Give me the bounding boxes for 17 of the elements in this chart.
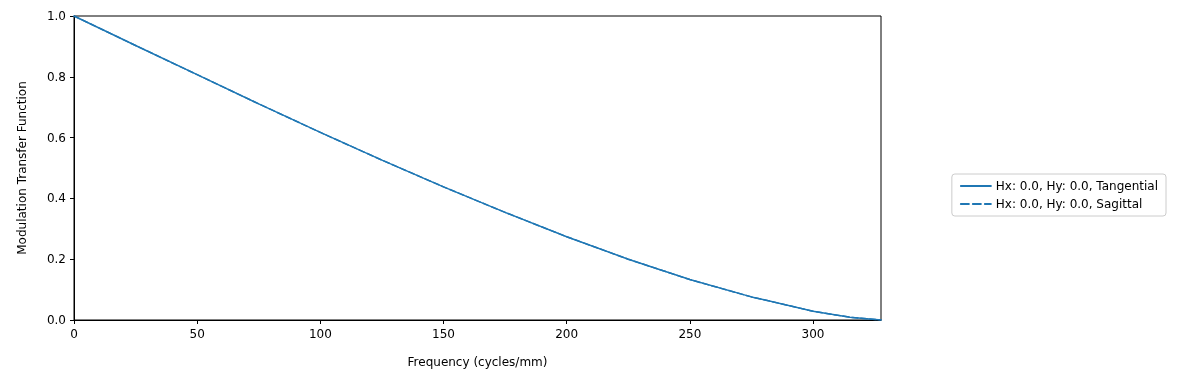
x-tick-label: 50 [189, 327, 205, 341]
y-tick-label: 0.4 [46, 191, 66, 206]
y-tick-label: 0.2 [46, 252, 66, 267]
x-tick-label: 100 [308, 327, 332, 341]
x-tick-label: 200 [555, 327, 579, 341]
y-tick-label: 0.8 [46, 69, 66, 84]
x-tick-label: 300 [801, 327, 825, 341]
y-tick-label: 0.0 [46, 313, 66, 327]
x-axis-title: Frequency (cycles/mm) [407, 355, 548, 369]
x-tick-label: 250 [678, 327, 702, 341]
legend-label: Hx: 0.0, Hy: 0.0, Tangential [995, 179, 1158, 193]
y-tick-label: 1.0 [46, 9, 66, 23]
y-tick-label: 0.6 [46, 130, 66, 145]
x-tick-label: 0 [70, 327, 78, 341]
y-axis-title: Modulation Transfer Function [15, 81, 29, 255]
legend-label: Hx: 0.0, Hy: 0.0, Sagittal [995, 197, 1143, 211]
x-tick-label: 150 [432, 327, 455, 341]
